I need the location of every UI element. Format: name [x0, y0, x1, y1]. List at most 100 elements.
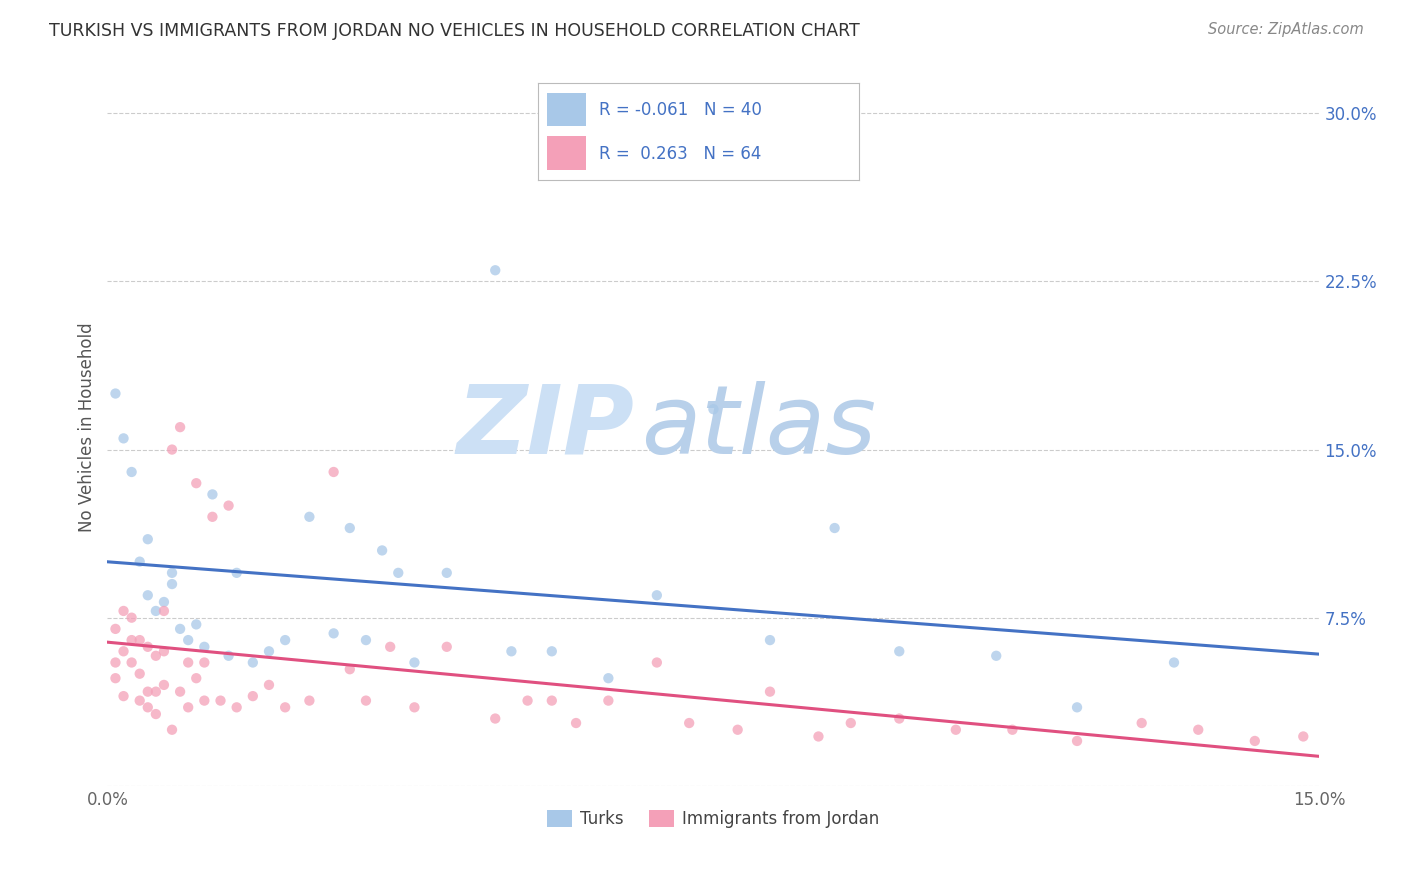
Point	[104, 671, 127, 685]
Point	[201, 487, 224, 501]
Point	[186, 476, 208, 491]
Point	[678, 716, 700, 731]
Point	[516, 693, 538, 707]
Point	[945, 723, 967, 737]
Point	[121, 610, 143, 624]
Point	[501, 644, 523, 658]
Point	[807, 730, 830, 744]
Point	[1187, 723, 1209, 737]
Point	[136, 533, 159, 547]
Text: atlas: atlas	[641, 381, 876, 474]
Point	[1130, 716, 1153, 731]
Point	[153, 595, 176, 609]
Point	[257, 678, 280, 692]
Point	[153, 604, 176, 618]
Point	[298, 693, 321, 707]
Point	[339, 662, 361, 676]
Point	[371, 543, 394, 558]
Point	[645, 588, 668, 602]
Legend: Turks, Immigrants from Jordan: Turks, Immigrants from Jordan	[540, 804, 886, 835]
Point	[145, 648, 167, 663]
Point	[128, 633, 150, 648]
Point	[193, 640, 215, 654]
Point	[186, 671, 208, 685]
Point	[484, 712, 506, 726]
Point	[128, 666, 150, 681]
Point	[104, 386, 127, 401]
Point	[128, 693, 150, 707]
Point	[1292, 730, 1315, 744]
Point	[177, 656, 200, 670]
Point	[322, 465, 344, 479]
Point	[160, 566, 183, 580]
Point	[404, 700, 426, 714]
Point	[169, 420, 191, 434]
Point	[1001, 723, 1024, 737]
Point	[145, 604, 167, 618]
Point	[824, 521, 846, 535]
Point	[225, 566, 247, 580]
Point	[136, 684, 159, 698]
Y-axis label: No Vehicles in Household: No Vehicles in Household	[79, 322, 96, 532]
Text: TURKISH VS IMMIGRANTS FROM JORDAN NO VEHICLES IN HOUSEHOLD CORRELATION CHART: TURKISH VS IMMIGRANTS FROM JORDAN NO VEH…	[49, 22, 860, 40]
Point	[889, 644, 911, 658]
Point	[436, 566, 458, 580]
Point	[201, 509, 224, 524]
Point	[242, 656, 264, 670]
Point	[1066, 734, 1088, 748]
Point	[121, 633, 143, 648]
Point	[274, 700, 297, 714]
Point	[645, 656, 668, 670]
Point	[112, 431, 135, 445]
Point	[1066, 700, 1088, 714]
Point	[136, 588, 159, 602]
Point	[598, 671, 620, 685]
Point	[145, 684, 167, 698]
Point	[193, 656, 215, 670]
Point	[112, 604, 135, 618]
Point	[387, 566, 409, 580]
Point	[322, 626, 344, 640]
Point	[380, 640, 402, 654]
Point	[153, 678, 176, 692]
Point	[153, 644, 176, 658]
Point	[160, 577, 183, 591]
Point	[727, 723, 749, 737]
Point	[702, 402, 724, 417]
Point	[136, 640, 159, 654]
Point	[404, 656, 426, 670]
Text: Source: ZipAtlas.com: Source: ZipAtlas.com	[1208, 22, 1364, 37]
Point	[218, 648, 240, 663]
Point	[565, 716, 588, 731]
Point	[225, 700, 247, 714]
Point	[145, 707, 167, 722]
Point	[218, 499, 240, 513]
Point	[354, 693, 377, 707]
Point	[889, 712, 911, 726]
Point	[242, 689, 264, 703]
Text: ZIP: ZIP	[457, 381, 634, 474]
Point	[354, 633, 377, 648]
Point	[186, 617, 208, 632]
Point	[160, 723, 183, 737]
Point	[339, 521, 361, 535]
Point	[136, 700, 159, 714]
Point	[104, 656, 127, 670]
Point	[1163, 656, 1185, 670]
Point	[540, 644, 562, 658]
Point	[112, 689, 135, 703]
Point	[484, 263, 506, 277]
Point	[759, 633, 782, 648]
Point	[160, 442, 183, 457]
Point	[209, 693, 232, 707]
Point	[274, 633, 297, 648]
Point	[104, 622, 127, 636]
Point	[540, 693, 562, 707]
Point	[112, 644, 135, 658]
Point	[598, 693, 620, 707]
Point	[986, 648, 1008, 663]
Point	[121, 656, 143, 670]
Point	[839, 716, 862, 731]
Point	[169, 684, 191, 698]
Point	[193, 693, 215, 707]
